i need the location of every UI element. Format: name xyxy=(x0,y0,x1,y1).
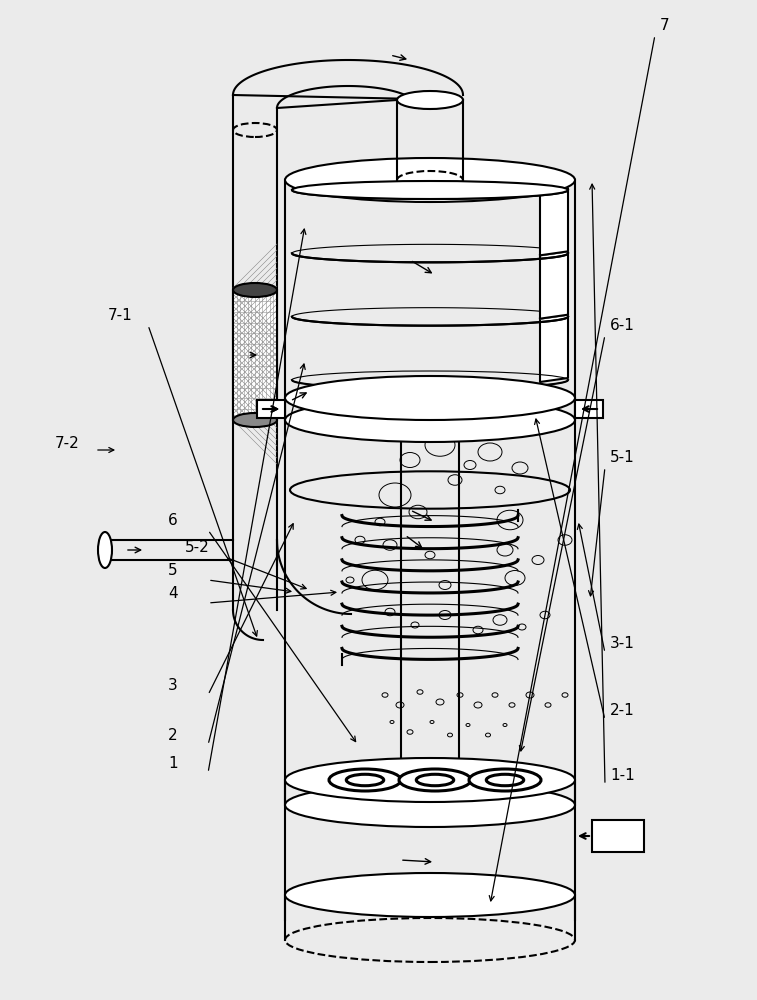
Text: 1-1: 1-1 xyxy=(610,768,635,783)
Text: 6-1: 6-1 xyxy=(610,318,635,333)
Text: 7-1: 7-1 xyxy=(108,308,132,323)
Text: 3-1: 3-1 xyxy=(610,636,635,651)
Ellipse shape xyxy=(285,783,575,827)
Ellipse shape xyxy=(292,181,568,199)
Text: 3: 3 xyxy=(168,678,178,693)
Polygon shape xyxy=(540,188,568,255)
Ellipse shape xyxy=(285,758,575,802)
Text: 5-2: 5-2 xyxy=(185,540,210,555)
Ellipse shape xyxy=(397,91,463,109)
Ellipse shape xyxy=(285,398,575,442)
Text: 4: 4 xyxy=(168,586,178,601)
Ellipse shape xyxy=(416,774,453,786)
Ellipse shape xyxy=(233,283,277,297)
Text: 2-1: 2-1 xyxy=(610,703,635,718)
Ellipse shape xyxy=(285,873,575,917)
Ellipse shape xyxy=(285,158,575,202)
Ellipse shape xyxy=(329,769,401,791)
Ellipse shape xyxy=(98,532,112,568)
Bar xyxy=(257,400,285,418)
Bar xyxy=(592,820,644,852)
Ellipse shape xyxy=(346,774,384,786)
Ellipse shape xyxy=(469,769,541,791)
Ellipse shape xyxy=(399,769,471,791)
Text: 1: 1 xyxy=(168,756,178,771)
Ellipse shape xyxy=(233,413,277,427)
Bar xyxy=(575,400,603,418)
Text: 5-1: 5-1 xyxy=(610,450,635,465)
Text: 6: 6 xyxy=(168,513,178,528)
Text: 7: 7 xyxy=(660,18,670,33)
Ellipse shape xyxy=(486,774,524,786)
Text: 2: 2 xyxy=(168,728,178,743)
Polygon shape xyxy=(540,315,568,382)
Text: 7-2: 7-2 xyxy=(55,436,79,451)
Text: 5: 5 xyxy=(168,563,178,578)
Polygon shape xyxy=(540,251,568,319)
Ellipse shape xyxy=(285,376,575,420)
Bar xyxy=(233,290,277,420)
